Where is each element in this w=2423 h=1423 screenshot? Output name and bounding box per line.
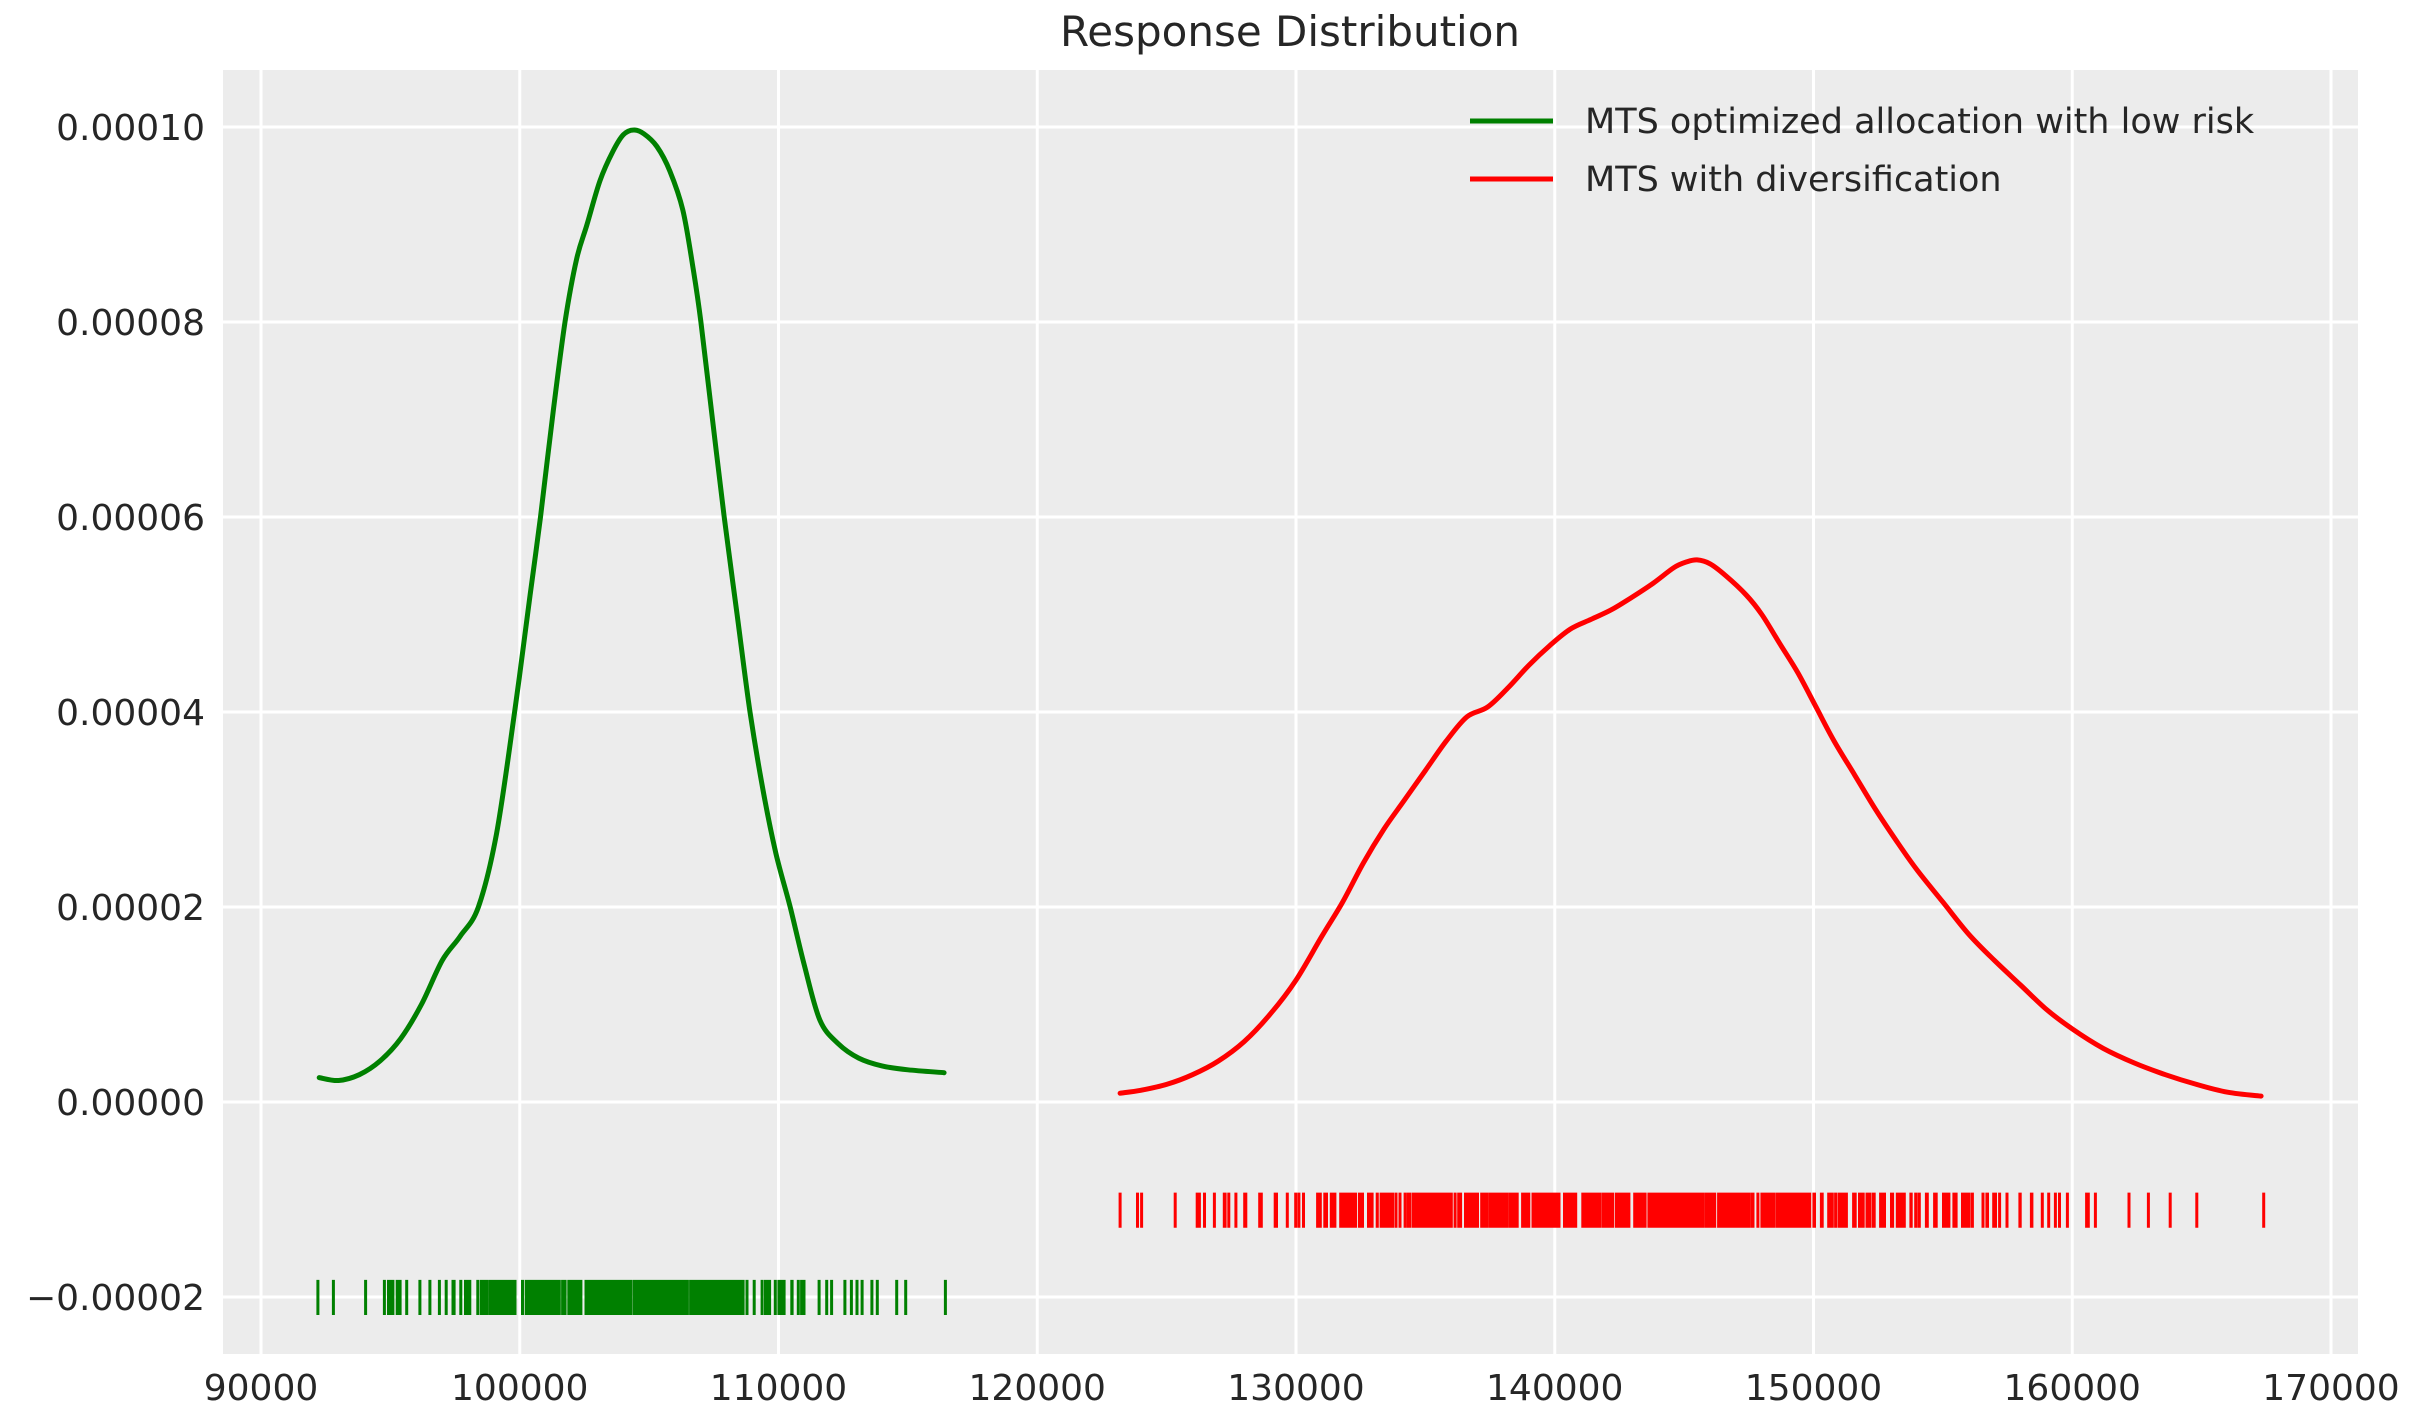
x-tick-label: 120000	[969, 1368, 1106, 1409]
y-tick-label: 0.00002	[56, 888, 205, 929]
y-tick-label: −0.00002	[26, 1278, 205, 1319]
x-tick-label: 130000	[1227, 1368, 1364, 1409]
legend-label-red: MTS with diversification	[1585, 160, 2002, 200]
chart-title: Response Distribution	[1060, 7, 1520, 56]
y-tick-label: 0.00004	[56, 693, 205, 734]
y-tick-label: 0.00010	[56, 108, 205, 149]
y-tick-label: 0.00000	[56, 1083, 205, 1124]
kde-curve-red	[1117, 557, 2264, 1099]
y-tick-label: 0.00008	[56, 303, 205, 344]
kde-curve-green	[316, 127, 947, 1084]
x-tick-label: 140000	[1486, 1368, 1623, 1409]
x-tick-label: 90000	[204, 1368, 319, 1409]
x-tick-label: 160000	[2004, 1368, 2141, 1409]
rug-marks-red	[1118, 1192, 2266, 1228]
x-tick-label: 110000	[710, 1368, 847, 1409]
plot-layer: 90000 100000 110000 120000 130000 140000 15000…	[26, 70, 2400, 1409]
legend-label-green: MTS optimized allocation with low risk	[1585, 102, 2255, 142]
x-tick-label: 100000	[451, 1368, 588, 1409]
rug-marks-green	[316, 1279, 947, 1315]
y-tick-label: 0.00006	[56, 498, 205, 539]
x-tick-label: 170000	[2262, 1368, 2399, 1409]
x-tick-label: 150000	[1745, 1368, 1882, 1409]
legend: MTS optimized allocation with low risk M…	[1470, 102, 2255, 200]
